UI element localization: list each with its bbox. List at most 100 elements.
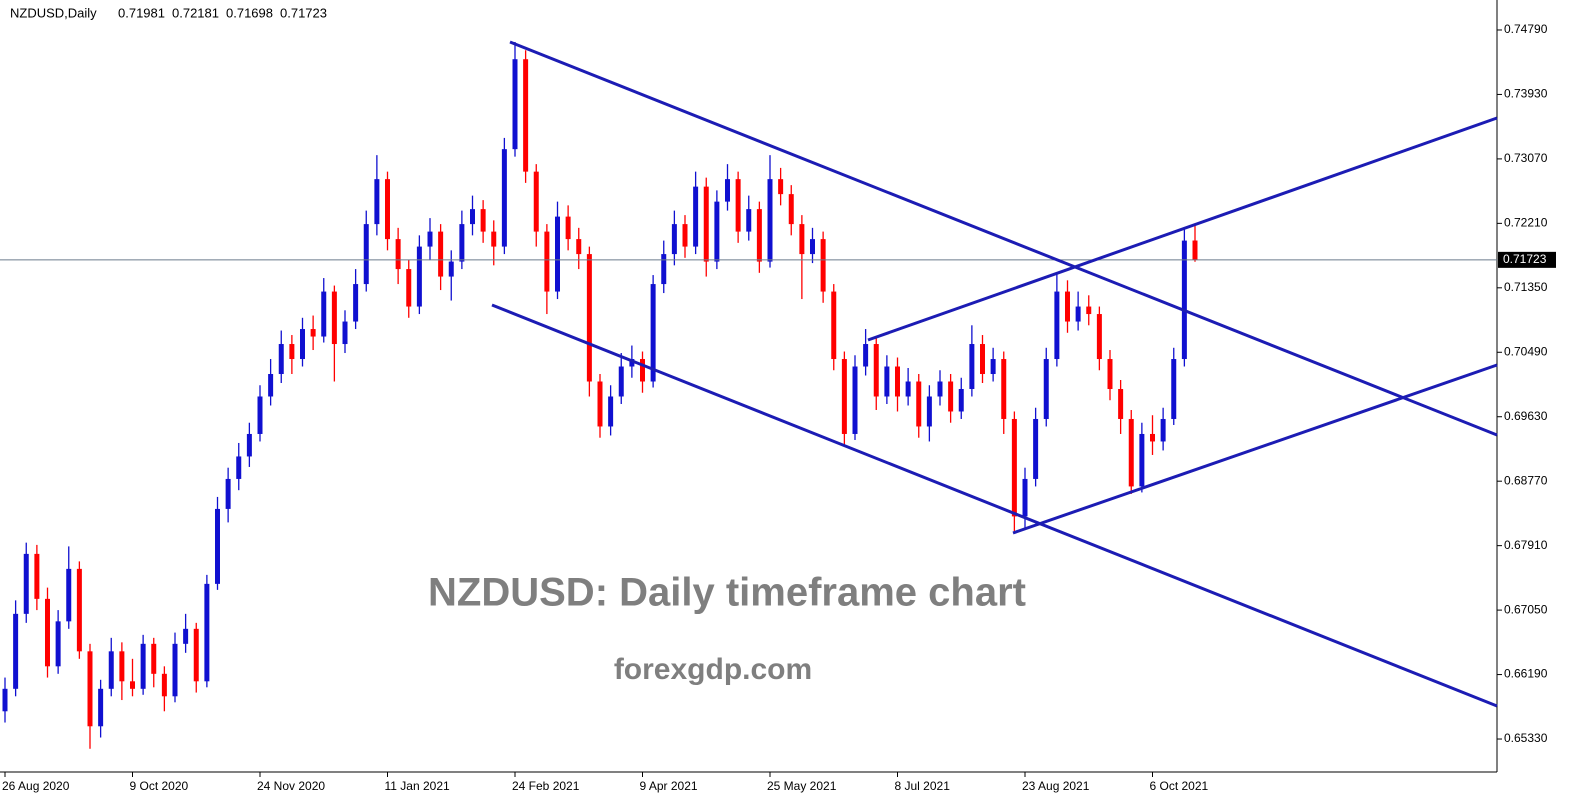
candle-body	[926, 396, 932, 427]
candle-body	[55, 621, 61, 667]
candle-body	[608, 396, 614, 427]
candle-body	[788, 194, 794, 225]
candle-body	[310, 329, 316, 337]
candle-body	[491, 231, 497, 247]
header-low: 0.71698	[226, 5, 273, 20]
candle-body	[820, 239, 826, 292]
candle-body	[331, 291, 337, 345]
candle-body	[1054, 291, 1060, 360]
candle-body	[246, 433, 252, 457]
header-close: 0.71723	[280, 5, 327, 20]
y-tick-label: 0.73070	[1504, 151, 1548, 165]
x-tick-label: 24 Feb 2021	[512, 779, 580, 793]
price-label-box	[1498, 251, 1556, 268]
candle-body	[905, 381, 911, 397]
candle-body	[1075, 306, 1081, 322]
candle-body	[948, 381, 954, 412]
x-tick-label: 9 Apr 2021	[640, 779, 698, 793]
candle-body	[130, 681, 135, 689]
x-tick-label: 9 Oct 2020	[130, 779, 189, 793]
candle-body	[87, 651, 93, 727]
header-open: 0.71981	[118, 5, 165, 20]
candle-body	[523, 59, 529, 172]
candle-body	[756, 209, 762, 262]
candle-body	[576, 239, 582, 255]
candle-body	[448, 261, 454, 277]
candle-body	[268, 374, 274, 397]
candle-body	[66, 568, 72, 622]
candle-body	[1107, 359, 1113, 389]
candle-body	[278, 344, 284, 375]
candle-body	[767, 179, 773, 262]
trend-line	[491, 303, 1498, 708]
chart-title: NZDUSD: Daily timeframe chart	[428, 571, 1026, 615]
candle-body	[512, 59, 518, 150]
candle-body	[374, 179, 380, 225]
candle-body	[140, 643, 146, 689]
candle-body	[1139, 433, 1145, 487]
y-tick-label: 0.72210	[1504, 216, 1548, 230]
candle-body	[1096, 314, 1102, 360]
candle-body	[1171, 359, 1177, 419]
candle-body	[385, 179, 390, 240]
candle-body	[13, 613, 19, 689]
candle-body	[161, 673, 167, 697]
candle-body	[1065, 291, 1070, 322]
y-tick-label: 0.66190	[1504, 667, 1548, 681]
candle-body	[544, 231, 550, 292]
x-tick-label: 8 Jul 2021	[895, 779, 951, 793]
candle-body	[172, 643, 178, 697]
candle-body	[969, 344, 975, 389]
chart-subtitle: forexgdp.com	[614, 653, 812, 686]
candle-body	[1033, 418, 1039, 479]
candle-body	[215, 508, 220, 584]
candle-body	[193, 628, 199, 682]
candle-body	[629, 359, 635, 367]
candle-body	[257, 396, 263, 434]
candle-body	[533, 171, 539, 232]
candle-body	[597, 381, 603, 427]
candle-body	[416, 246, 422, 307]
candle-body	[640, 359, 645, 382]
candle-body	[480, 209, 486, 232]
candle-body	[682, 224, 688, 247]
candle-body	[76, 568, 82, 652]
candle-body	[650, 284, 656, 382]
candle-body	[289, 344, 295, 360]
candle-body	[300, 329, 305, 360]
candle-body	[321, 291, 327, 337]
candle-body	[1086, 306, 1092, 315]
y-tick-label: 0.71350	[1504, 280, 1548, 294]
candle-body	[1181, 240, 1187, 360]
header-high: 0.72181	[172, 5, 219, 20]
candle-body	[937, 381, 943, 397]
candle-body	[661, 254, 667, 285]
candle-body	[735, 179, 741, 232]
candle-body	[746, 209, 752, 232]
candles	[0, 41, 1497, 749]
trend-line	[509, 40, 1498, 437]
candle-body	[799, 224, 805, 255]
candle-body	[693, 186, 699, 247]
candle-body	[831, 291, 837, 360]
candle-body	[363, 224, 369, 285]
trend-line	[867, 116, 1498, 342]
candle-body	[778, 179, 784, 195]
candle-body	[395, 239, 401, 270]
candle-body	[1160, 418, 1166, 442]
trend-line	[1012, 363, 1498, 535]
x-tick-label: 11 Jan 2021	[385, 779, 450, 793]
candle-body	[2, 688, 8, 712]
candle-body	[1118, 388, 1124, 419]
candle-body	[565, 216, 571, 240]
x-tick-label: 24 Nov 2020	[257, 779, 325, 793]
x-tick-label: 25 May 2021	[767, 779, 837, 793]
candle-body	[470, 209, 475, 225]
candle-body	[1192, 240, 1198, 260]
candle-body	[342, 321, 348, 345]
candle-body	[459, 224, 465, 262]
candle-body	[895, 366, 900, 397]
y-tick-label: 0.69630	[1504, 409, 1548, 423]
y-tick-label: 0.67910	[1504, 538, 1548, 552]
candle-body	[151, 643, 157, 674]
